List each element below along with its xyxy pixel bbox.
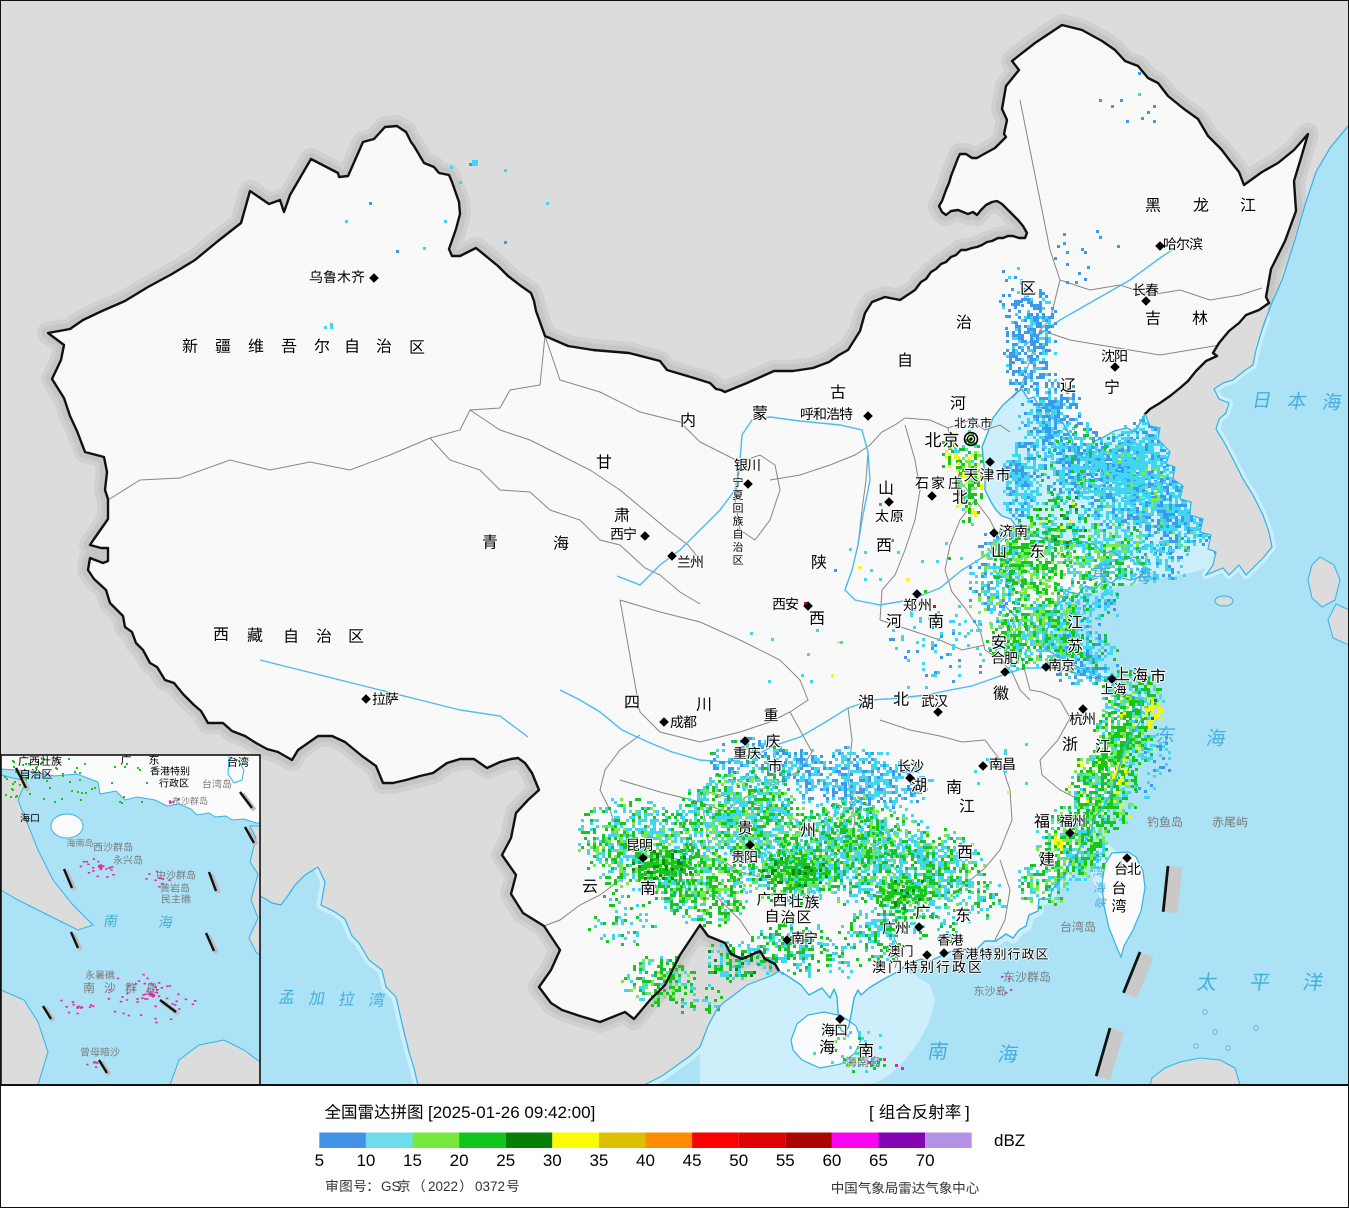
svg-text:GS: GS bbox=[381, 1179, 401, 1194]
svg-text:20: 20 bbox=[450, 1151, 469, 1170]
svg-text:]: ] bbox=[965, 1103, 970, 1122]
svg-text:10: 10 bbox=[356, 1151, 375, 1170]
svg-text:0372: 0372 bbox=[475, 1179, 505, 1194]
svg-text:dBZ: dBZ bbox=[994, 1131, 1025, 1150]
svg-text:[2025-01-26 09:42:00]: [2025-01-26 09:42:00] bbox=[428, 1103, 595, 1122]
svg-text:55: 55 bbox=[776, 1151, 795, 1170]
svg-text:30: 30 bbox=[543, 1151, 562, 1170]
svg-text:5: 5 bbox=[315, 1151, 324, 1170]
svg-text:45: 45 bbox=[683, 1151, 702, 1170]
svg-text:65: 65 bbox=[869, 1151, 888, 1170]
svg-text:40: 40 bbox=[636, 1151, 655, 1170]
svg-text:[: [ bbox=[869, 1103, 874, 1122]
svg-text:2022: 2022 bbox=[428, 1179, 458, 1194]
svg-text:60: 60 bbox=[822, 1151, 841, 1170]
svg-text:50: 50 bbox=[729, 1151, 748, 1170]
svg-text:35: 35 bbox=[589, 1151, 608, 1170]
svg-text:15: 15 bbox=[403, 1151, 422, 1170]
svg-text:70: 70 bbox=[916, 1151, 935, 1170]
svg-text:25: 25 bbox=[496, 1151, 515, 1170]
